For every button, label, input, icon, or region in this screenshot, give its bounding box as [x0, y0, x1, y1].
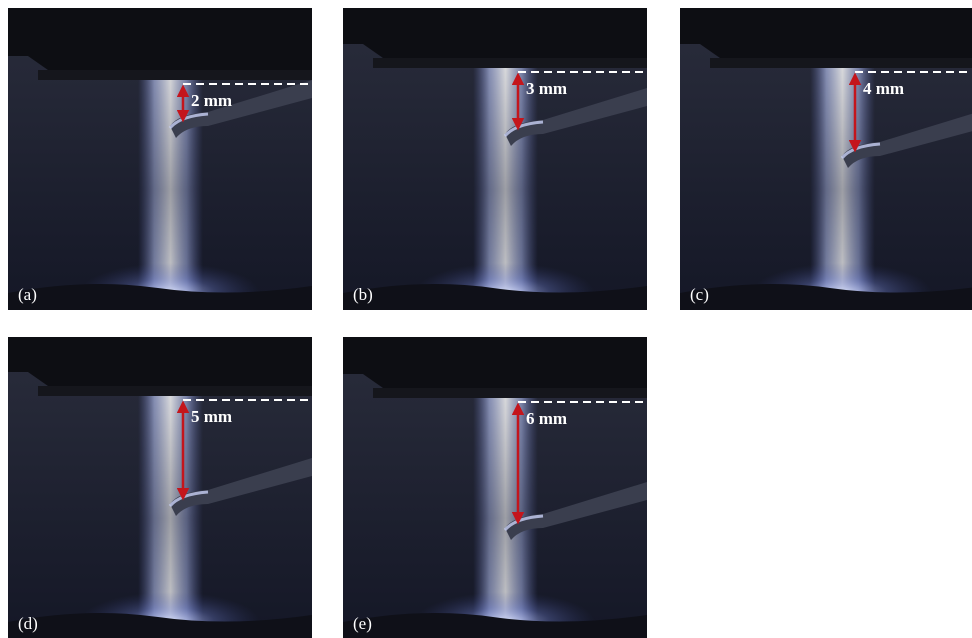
nozzle — [8, 8, 312, 70]
distance-label: 6 mm — [526, 409, 567, 428]
panel-label: (e) — [353, 614, 372, 633]
distance-label: 3 mm — [526, 79, 567, 98]
nozzle-face — [373, 58, 647, 68]
photo-panel: 6 mm (e) — [343, 337, 647, 638]
panel-label: (c) — [690, 285, 709, 304]
photo-panel: 5 mm (d) — [8, 337, 312, 638]
nozzle-face — [38, 70, 312, 80]
nozzle — [8, 337, 312, 386]
nozzle-face — [373, 388, 647, 398]
panel-label: (b) — [353, 285, 373, 304]
photo-panel: 4 mm (c) — [680, 8, 972, 323]
distance-label: 2 mm — [191, 91, 232, 110]
nozzle — [343, 8, 647, 58]
distance-label: 5 mm — [191, 407, 232, 426]
nozzle-face — [38, 386, 312, 396]
photo-panel: 2 mm (a) — [8, 8, 312, 323]
figure: 2 mm (a) 3 mm (b) 4 mm (c) 5 mm (d) 6 mm (e) — [0, 0, 972, 638]
photo-panel: 3 mm (b) — [343, 8, 647, 323]
distance-label: 4 mm — [863, 79, 904, 98]
page: {"panels": [ {"label": "(a)", "distance"… — [0, 0, 972, 638]
nozzle — [680, 8, 972, 58]
nozzle-face — [710, 58, 972, 68]
panel-label: (d) — [18, 614, 38, 633]
panel-label: (a) — [18, 285, 37, 304]
nozzle — [343, 337, 647, 388]
